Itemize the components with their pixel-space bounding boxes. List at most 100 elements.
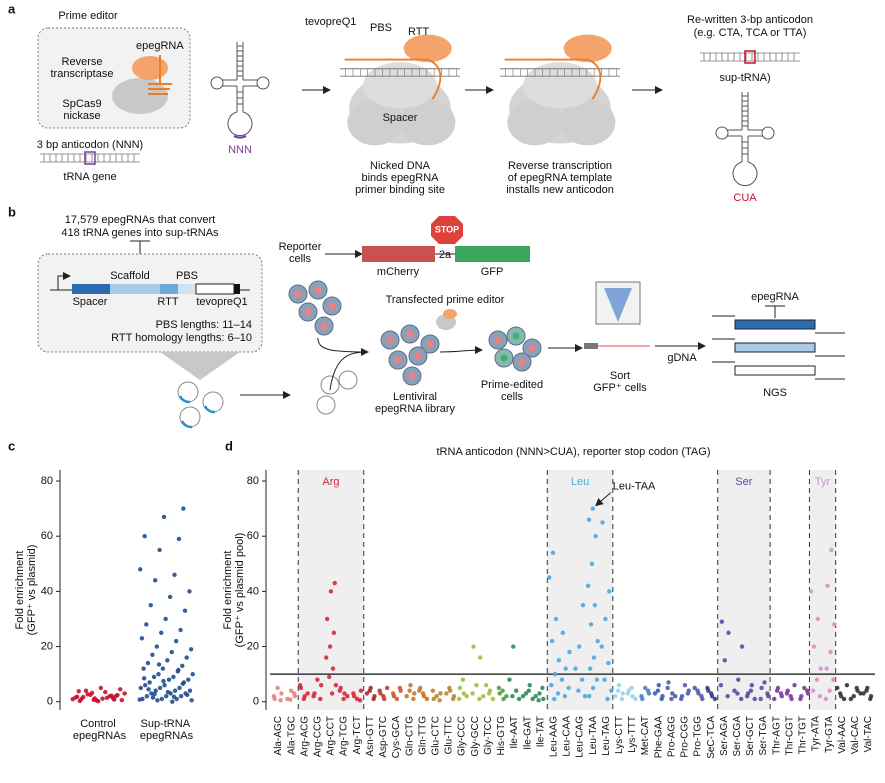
library-box xyxy=(37,253,263,353)
data-point xyxy=(516,696,522,702)
data-point xyxy=(504,694,509,699)
data-point xyxy=(165,689,171,695)
data-point xyxy=(381,694,386,699)
data-point xyxy=(576,688,581,693)
data-point xyxy=(142,534,147,539)
caption: binds epegRNA xyxy=(361,172,439,184)
rtt-part xyxy=(160,284,178,294)
data-point xyxy=(533,694,538,699)
data-point xyxy=(659,696,664,702)
x-tick-label: Tyr-GTA xyxy=(824,716,835,753)
data-point xyxy=(357,698,363,703)
data-point xyxy=(165,658,170,663)
y-tick-label: 60 xyxy=(41,530,53,542)
arrow xyxy=(329,351,369,391)
data-point xyxy=(147,680,152,685)
data-point xyxy=(115,692,120,698)
data-point xyxy=(408,682,413,688)
panel-label: d xyxy=(225,438,233,453)
x-tick-label: Sup-tRNA epegRNAs xyxy=(140,718,194,742)
label: Transfected prime editor xyxy=(386,294,505,306)
data-point xyxy=(652,691,658,696)
data-point xyxy=(177,685,182,691)
data-point xyxy=(156,662,162,667)
data-point xyxy=(171,694,177,699)
x-tick-label: Thr-TGT xyxy=(798,716,809,754)
label: tevopreQ1 xyxy=(196,296,247,308)
data-point xyxy=(792,682,797,688)
y-axis-label: (GFP⁺ vs plasmid pool) xyxy=(234,533,246,648)
data-point xyxy=(848,696,854,702)
data-point xyxy=(666,680,671,685)
data-point xyxy=(665,685,670,691)
data-point xyxy=(835,685,840,691)
stop-label: STOP xyxy=(435,224,459,234)
data-point xyxy=(98,685,104,691)
inhibit-bar xyxy=(130,240,150,254)
cell xyxy=(400,324,420,344)
data-point xyxy=(461,691,466,696)
data-point xyxy=(844,682,850,688)
data-point xyxy=(345,694,350,699)
label: cells xyxy=(501,391,524,403)
cell xyxy=(408,346,428,366)
data-point xyxy=(152,691,157,697)
anticodon xyxy=(233,135,247,139)
data-point xyxy=(167,594,173,600)
data-point xyxy=(500,688,505,693)
x-tick-label: Glu-CTC xyxy=(430,716,441,755)
x-tick-label: Ala-AGC xyxy=(273,716,284,755)
x-tick-label: Ser-AGA xyxy=(719,716,730,756)
x-tick-label: Leu-TAG xyxy=(601,716,612,756)
x-tick-label: Gly-TCC xyxy=(483,716,494,755)
label: nickase xyxy=(63,110,100,122)
label: mCherry xyxy=(377,266,420,278)
data-point xyxy=(530,696,535,702)
data-point xyxy=(444,691,449,696)
data-point xyxy=(486,691,492,696)
data-point xyxy=(708,691,714,696)
complex xyxy=(339,33,461,147)
data-point xyxy=(342,691,347,696)
x-tick-label: Ile-AAT xyxy=(509,716,520,749)
data-point xyxy=(431,696,436,702)
x-tick-label: Asn-GTT xyxy=(365,716,376,757)
data-point xyxy=(327,674,332,680)
data-point xyxy=(178,694,184,699)
data-point xyxy=(390,691,396,696)
spacer-part xyxy=(72,284,110,294)
data-point xyxy=(762,680,767,685)
label: GFP xyxy=(481,266,504,278)
data-point xyxy=(549,682,554,688)
x-tick-label: Lys-TTT xyxy=(627,716,638,753)
x-tick-label-line: epegRNAs xyxy=(73,730,127,742)
label: PBS xyxy=(176,270,198,282)
data-point xyxy=(712,696,718,702)
data-point xyxy=(171,674,176,680)
label: RTT xyxy=(408,26,429,38)
data-point xyxy=(594,677,600,682)
data-point xyxy=(156,671,161,677)
data-point xyxy=(595,638,600,644)
data-point xyxy=(501,696,506,702)
data-point xyxy=(774,688,780,693)
data-point xyxy=(726,630,731,635)
data-point xyxy=(669,696,674,702)
label: transcriptase xyxy=(51,68,114,80)
data-point xyxy=(187,589,192,594)
x-tick-label: Arg-CCT xyxy=(326,716,337,755)
data-point xyxy=(278,698,283,703)
data-point xyxy=(154,644,160,649)
terminator xyxy=(234,284,240,294)
data-point xyxy=(736,677,741,682)
label: gDNA xyxy=(667,352,697,364)
data-point xyxy=(682,682,688,688)
x-tick-label: Ser-GCT xyxy=(745,716,756,756)
data-point xyxy=(110,695,116,701)
data-point xyxy=(579,677,585,682)
data-point xyxy=(590,685,596,691)
data-point xyxy=(553,616,559,622)
data-point xyxy=(759,685,764,691)
data-point xyxy=(559,677,565,682)
